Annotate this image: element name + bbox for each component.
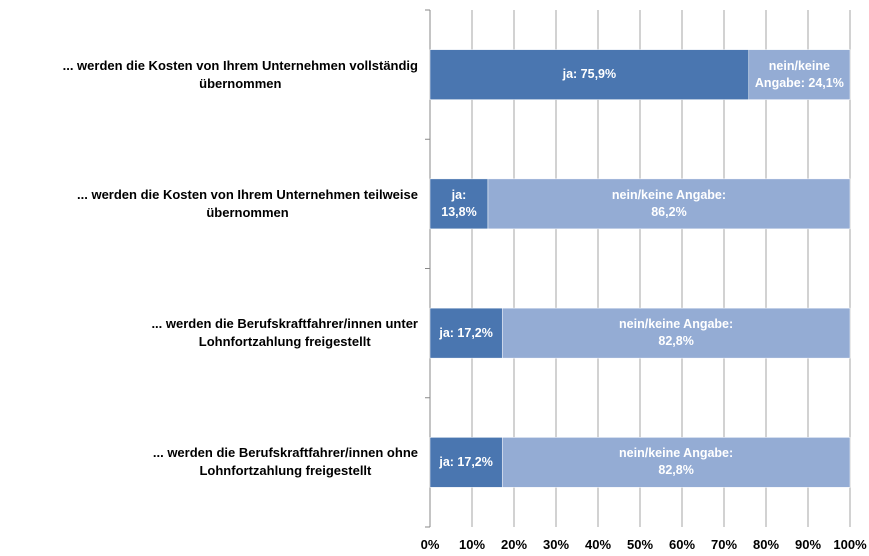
bar-segment: [501, 437, 851, 488]
data-label: ja: 17,2%: [439, 454, 493, 469]
bar-segment: [748, 49, 851, 100]
data-label: nein/keine Angabe: 24,1%: [754, 58, 844, 90]
x-tick-label: 10%: [458, 537, 486, 552]
x-tick-label: 60%: [668, 537, 696, 552]
category-label: ... werden die Kosten von Ihrem Unterneh…: [77, 186, 418, 220]
bar-segment: [429, 49, 750, 100]
x-tick-label: 100%: [833, 537, 867, 552]
x-tick-label: 20%: [500, 537, 528, 552]
category-label: ... werden die Berufskraftfahrer/innen u…: [151, 316, 418, 350]
x-tick-label: 80%: [752, 537, 780, 552]
x-tick-label: 90%: [794, 537, 822, 552]
x-tick-label: 0%: [420, 537, 440, 552]
bar-segment: [429, 437, 503, 488]
category-label: ... werden die Berufskraftfahrer/innen o…: [152, 445, 418, 479]
data-label: nein/keine Angabe: 82,8%: [619, 446, 734, 478]
bar-segment: [487, 178, 851, 230]
data-label: nein/keine Angabe: 82,8%: [619, 317, 734, 349]
x-tick-label: 50%: [626, 537, 654, 552]
bar-segment: [429, 178, 489, 230]
data-label: ja: 17,2%: [439, 325, 493, 340]
category-label: ... werden die Kosten von Ihrem Unterneh…: [62, 57, 418, 91]
x-tick-label: 40%: [584, 537, 612, 552]
bar-segment: [501, 307, 851, 359]
data-label: ja: 75,9%: [562, 67, 617, 82]
data-label: ja: 13,8%: [441, 187, 477, 219]
data-label: nein/keine Angabe: 86,2%: [611, 187, 727, 219]
x-tick-label: 70%: [710, 537, 738, 552]
x-tick-label: 30%: [542, 537, 570, 552]
